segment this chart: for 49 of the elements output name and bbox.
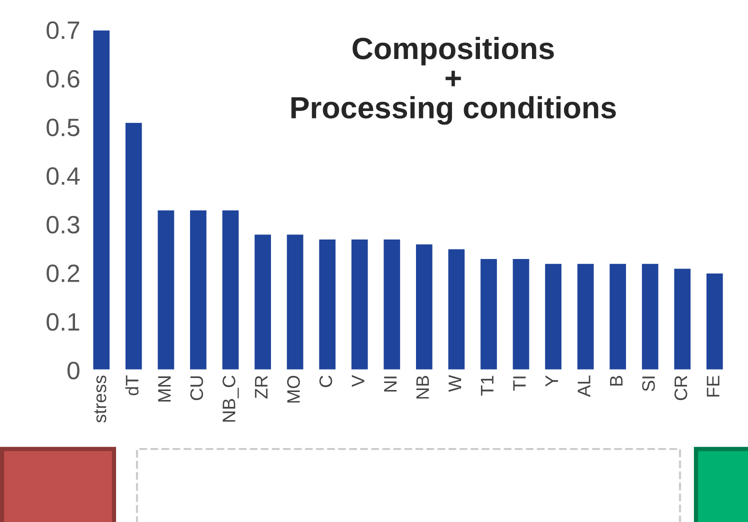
bar [285, 233, 305, 370]
x-tick-label: AL [578, 376, 590, 398]
x-tick-label: NB [416, 376, 429, 399]
x-tick-label: SI [642, 376, 655, 392]
x-tick-label: dT [125, 375, 139, 396]
y-tick-label: 0.1 [46, 313, 80, 331]
bar [576, 262, 596, 370]
x-tick-label: V [352, 375, 364, 387]
bar [446, 248, 466, 370]
x-tick-label: ZR [255, 376, 268, 398]
bar [92, 30, 111, 370]
y-tick-label: 0.5 [46, 118, 80, 136]
x-tick-label: C [319, 376, 332, 388]
bar [640, 262, 660, 370]
annotation: Compositions + Processing conditions [291, 36, 616, 125]
x-tick-label: T1 [480, 376, 494, 396]
y-tick-label: 0 [67, 362, 80, 380]
bar [705, 272, 724, 370]
y-tick-label: 0.4 [46, 167, 80, 185]
x-tick-label: stress [94, 376, 106, 423]
bar [318, 238, 337, 370]
bar [672, 267, 692, 370]
bar [220, 208, 240, 370]
x-tick-label: W [448, 375, 462, 392]
bar [414, 242, 434, 370]
x-tick-label: CR [674, 376, 688, 400]
bar [350, 238, 370, 370]
bar [188, 208, 208, 370]
x-tick-label: NB_C [222, 376, 239, 422]
bar [511, 258, 531, 370]
x-tick-label: FE [706, 376, 720, 397]
x-tick-label: Y [546, 375, 558, 387]
y-tick-label: 0.3 [46, 216, 80, 234]
bar [479, 258, 498, 370]
y-tick-label: 0.6 [46, 70, 80, 88]
bar [382, 238, 402, 370]
y-tick-label: 0.7 [46, 21, 80, 40]
x-tick-label: CU [190, 376, 204, 400]
x-tick-label: MN [158, 376, 171, 402]
x-tick-label: TI [513, 376, 526, 391]
bar [253, 233, 272, 370]
bar [608, 262, 628, 370]
x-tick-label: NI [384, 376, 397, 392]
x-tick-label: B [610, 376, 622, 386]
bar [544, 262, 563, 370]
bar [156, 208, 176, 370]
bar [124, 121, 144, 370]
x-tick-label: MO [287, 376, 300, 403]
y-tick-label: 0.2 [46, 264, 80, 282]
